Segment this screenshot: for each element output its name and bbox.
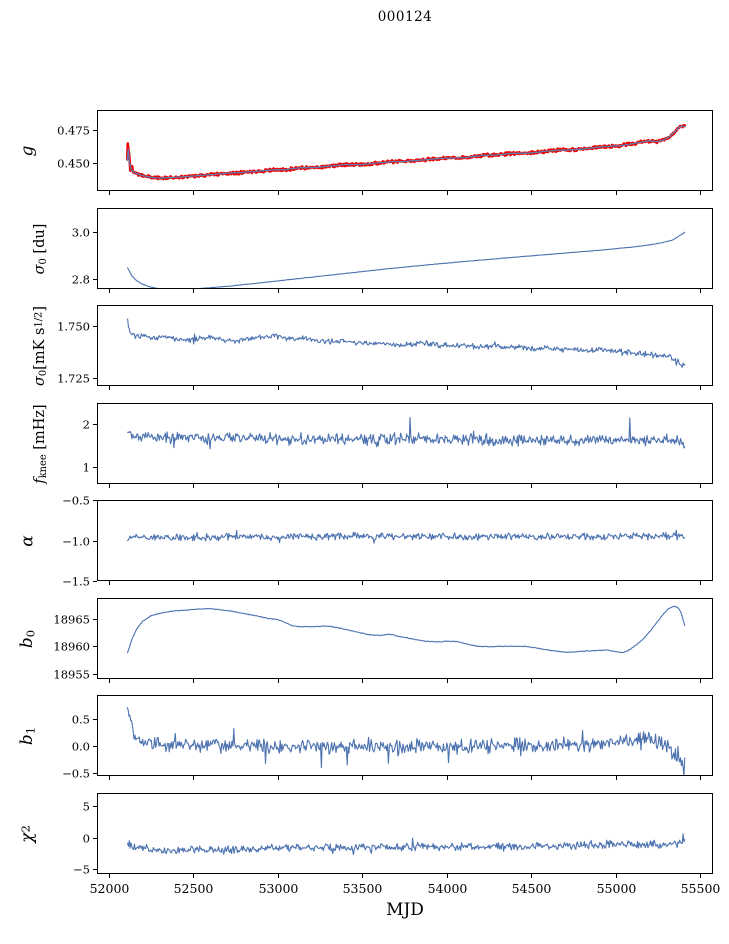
y-tick-label-fknee: 1 bbox=[83, 461, 90, 475]
g-smooth-blue bbox=[126, 125, 686, 179]
y-tick-label-b1: 0.5 bbox=[72, 713, 90, 727]
axes-frame-b1 bbox=[97, 695, 713, 776]
chi2-line bbox=[127, 833, 686, 856]
y-tick-label-b1: −0.5 bbox=[62, 767, 90, 781]
x-tick-label: 54500 bbox=[512, 881, 552, 896]
y-tick-label-b0: 18955 bbox=[53, 668, 90, 682]
g-data-red bbox=[125, 123, 687, 181]
y-axis-label-fknee: fknee [mHz] bbox=[32, 403, 49, 484]
x-tick-label: 52000 bbox=[90, 881, 130, 896]
x-tick-label: 55500 bbox=[681, 881, 721, 896]
y-axis-label-sigma0-mks: σ0[mK s1/2] bbox=[32, 305, 49, 386]
axes-frame-sigma0-mks bbox=[97, 305, 713, 386]
x-tick-label: 53500 bbox=[343, 881, 383, 896]
x-tick-label: 53000 bbox=[259, 881, 299, 896]
y-tick-label-chi2: 5 bbox=[83, 800, 90, 814]
y-tick-label-alpha: −1.5 bbox=[62, 575, 90, 589]
y-tick-label-b0: 18965 bbox=[53, 613, 90, 627]
y-tick-label-sigma0-mks: 1.725 bbox=[57, 372, 90, 386]
y-tick-label-b1: 0.0 bbox=[72, 740, 90, 754]
axes-frame-g bbox=[97, 110, 713, 191]
axes-frame-chi2 bbox=[97, 793, 713, 874]
sigma0-du-line bbox=[127, 231, 686, 289]
sigma0-mks-line bbox=[127, 318, 686, 368]
figure-title: 000124 bbox=[377, 9, 433, 25]
y-tick-label-g: 0.450 bbox=[57, 157, 90, 171]
y-tick-label-sigma0-du: 2.8 bbox=[72, 273, 90, 287]
axes-frame-alpha bbox=[97, 500, 713, 581]
y-tick-label-alpha: −1.0 bbox=[62, 535, 90, 549]
axes-frame-sigma0-du bbox=[97, 208, 713, 289]
x-axis-label: MJD bbox=[386, 900, 424, 920]
y-tick-label-sigma0-du: 3.0 bbox=[72, 226, 90, 240]
x-tick-label: 54000 bbox=[428, 881, 468, 896]
y-tick-label-g: 0.475 bbox=[57, 124, 90, 138]
alpha-line bbox=[127, 529, 686, 544]
b1-line bbox=[126, 707, 686, 776]
b0-line bbox=[127, 605, 686, 654]
y-tick-label-b0: 18960 bbox=[53, 640, 90, 654]
y-axis-label-b0: b0 bbox=[17, 629, 38, 648]
axes-frame-fknee bbox=[97, 403, 713, 484]
y-tick-label-alpha: −0.5 bbox=[62, 494, 90, 508]
x-tick-label: 55000 bbox=[597, 881, 637, 896]
fknee-line bbox=[127, 417, 686, 450]
y-tick-label-sigma0-mks: 1.750 bbox=[57, 320, 90, 334]
y-axis-label-chi2: χ2 bbox=[17, 824, 38, 843]
y-tick-label-chi2: −5 bbox=[73, 863, 90, 877]
y-axis-label-sigma0-du: σ0 [du] bbox=[32, 223, 49, 274]
y-axis-label-b1: b1 bbox=[17, 726, 38, 745]
y-axis-label-alpha: α bbox=[17, 534, 38, 547]
y-axis-label-g: g bbox=[17, 145, 38, 156]
y-tick-label-fknee: 2 bbox=[83, 418, 90, 432]
x-tick-label: 52500 bbox=[174, 881, 214, 896]
y-tick-label-chi2: 0 bbox=[83, 832, 90, 846]
axes-frame-b0 bbox=[97, 598, 713, 679]
